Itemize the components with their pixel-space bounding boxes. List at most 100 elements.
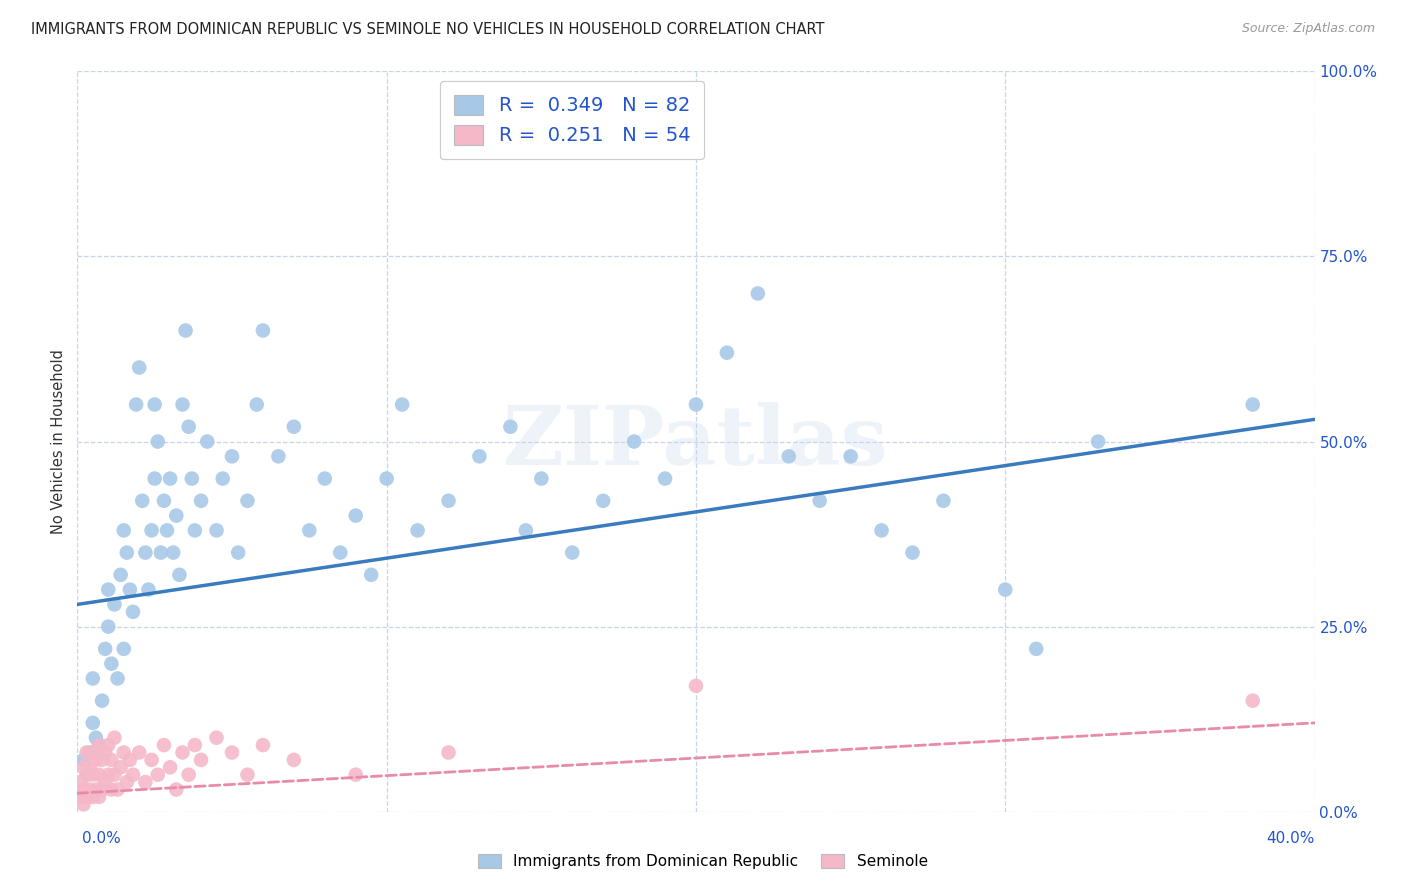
Point	[69, 775, 91, 789]
Point	[267, 450, 290, 464]
Point	[156, 524, 179, 538]
Point	[94, 746, 117, 760]
Point	[107, 782, 129, 797]
Point	[165, 508, 187, 523]
Point	[82, 746, 104, 760]
Point	[172, 398, 194, 412]
Point	[174, 324, 197, 338]
Point	[1025, 641, 1047, 656]
Point	[118, 582, 141, 597]
Point	[103, 767, 125, 781]
Point	[97, 582, 120, 597]
Point	[146, 434, 169, 449]
Point	[112, 746, 135, 760]
Point	[391, 398, 413, 412]
Point	[72, 753, 94, 767]
Point	[79, 782, 101, 797]
Point	[115, 775, 138, 789]
Point	[103, 598, 125, 612]
Point	[138, 582, 160, 597]
Point	[141, 753, 163, 767]
Point	[623, 434, 645, 449]
Point	[91, 753, 114, 767]
Point	[87, 789, 110, 804]
Point	[110, 567, 132, 582]
Point	[344, 767, 367, 781]
Point	[97, 738, 120, 752]
Point	[252, 324, 274, 338]
Point	[82, 715, 104, 730]
Point	[246, 398, 269, 412]
Point	[1087, 434, 1109, 449]
Point	[128, 360, 150, 375]
Point	[82, 767, 104, 781]
Point	[134, 775, 156, 789]
Point	[252, 738, 274, 752]
Point	[94, 775, 117, 789]
Point	[149, 546, 172, 560]
Point	[84, 782, 107, 797]
Point	[76, 746, 98, 760]
Point	[91, 782, 114, 797]
Point	[344, 508, 367, 523]
Point	[115, 546, 138, 560]
Point	[143, 398, 166, 412]
Point	[153, 738, 176, 752]
Point	[716, 345, 738, 359]
Point	[122, 767, 145, 781]
Point	[146, 767, 169, 781]
Point	[107, 672, 129, 686]
Legend: R =  0.349   N = 82, R =  0.251   N = 54: R = 0.349 N = 82, R = 0.251 N = 54	[440, 81, 704, 159]
Point	[169, 567, 191, 582]
Point	[901, 546, 924, 560]
Point	[221, 450, 243, 464]
Point	[437, 493, 460, 508]
Point	[499, 419, 522, 434]
Text: ZIPatlas: ZIPatlas	[503, 401, 889, 482]
Point	[87, 738, 110, 752]
Point	[143, 471, 166, 485]
Point	[159, 760, 181, 774]
Point	[592, 493, 614, 508]
Text: 0.0%: 0.0%	[82, 831, 121, 846]
Point	[141, 524, 163, 538]
Point	[72, 760, 94, 774]
Point	[654, 471, 676, 485]
Point	[153, 493, 176, 508]
Point	[76, 767, 98, 781]
Point	[180, 471, 202, 485]
Text: Source: ZipAtlas.com: Source: ZipAtlas.com	[1241, 22, 1375, 36]
Point	[870, 524, 893, 538]
Point	[118, 753, 141, 767]
Point	[184, 524, 207, 538]
Point	[561, 546, 583, 560]
Point	[91, 694, 114, 708]
Point	[205, 524, 228, 538]
Point	[747, 286, 769, 301]
Point	[360, 567, 382, 582]
Point	[128, 746, 150, 760]
Point	[375, 471, 398, 485]
Point	[125, 398, 148, 412]
Point	[283, 419, 305, 434]
Point	[468, 450, 491, 464]
Point	[236, 493, 259, 508]
Point	[839, 450, 862, 464]
Point	[226, 546, 249, 560]
Point	[122, 605, 145, 619]
Point	[97, 619, 120, 633]
Point	[932, 493, 955, 508]
Point	[100, 753, 122, 767]
Point	[159, 471, 181, 485]
Point	[184, 738, 207, 752]
Point	[406, 524, 429, 538]
Text: 40.0%: 40.0%	[1267, 831, 1315, 846]
Text: IMMIGRANTS FROM DOMINICAN REPUBLIC VS SEMINOLE NO VEHICLES IN HOUSEHOLD CORRELAT: IMMIGRANTS FROM DOMINICAN REPUBLIC VS SE…	[31, 22, 824, 37]
Point	[94, 641, 117, 656]
Point	[1241, 694, 1264, 708]
Point	[205, 731, 228, 745]
Point	[685, 398, 707, 412]
Point	[515, 524, 537, 538]
Point	[84, 753, 107, 767]
Point	[298, 524, 321, 538]
